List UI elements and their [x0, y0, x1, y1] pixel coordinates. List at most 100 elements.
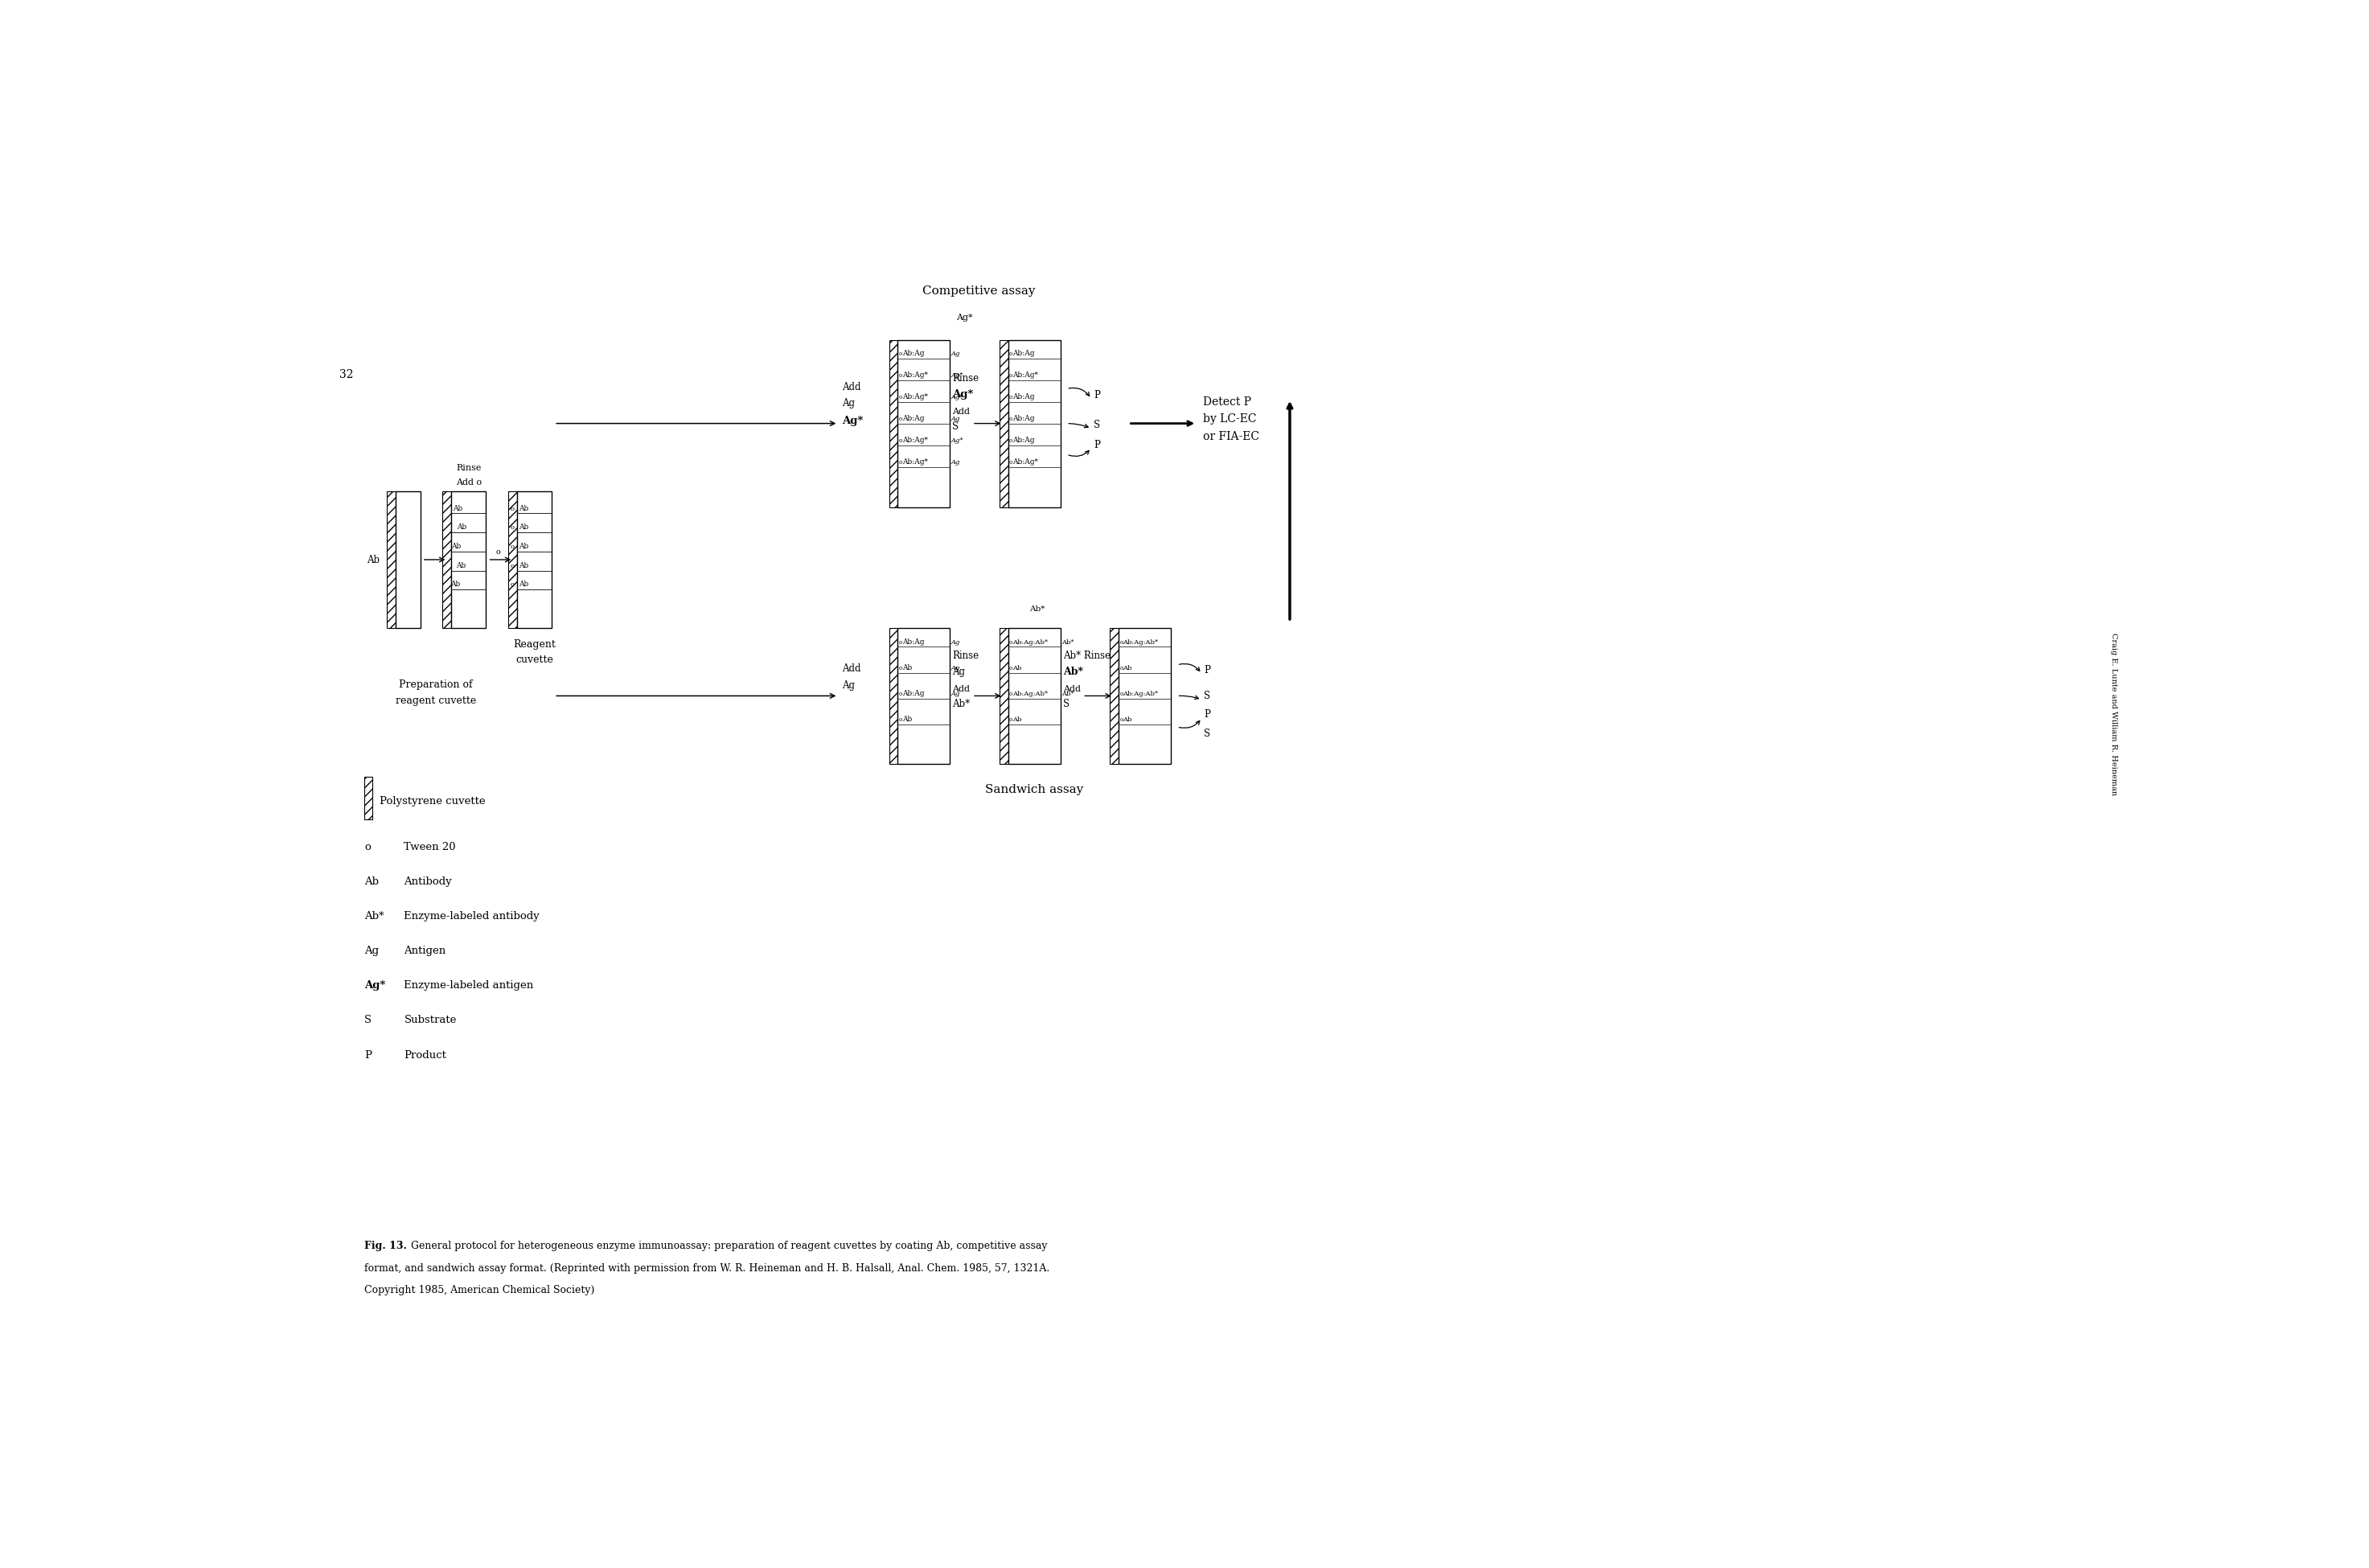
Text: Ab: Ab: [455, 561, 467, 569]
Text: Antibody: Antibody: [405, 877, 452, 887]
Bar: [898, 627, 950, 764]
Bar: [898, 340, 950, 506]
Bar: [1000, 627, 1009, 764]
Text: Ab:Ag*: Ab:Ag*: [903, 372, 929, 378]
Text: o: o: [1009, 665, 1012, 671]
Text: S: S: [1064, 699, 1068, 709]
Text: o: o: [1121, 638, 1123, 646]
Text: Ab: Ab: [519, 524, 528, 532]
Text: Ab:Ag*: Ab:Ag*: [903, 436, 929, 444]
Text: Ab:Ag: Ab:Ag: [903, 414, 924, 422]
Text: o: o: [898, 350, 903, 358]
Text: o: o: [1121, 665, 1123, 671]
Text: S: S: [1203, 729, 1211, 739]
Text: Ab: Ab: [903, 663, 912, 671]
Text: Rinse: Rinse: [455, 464, 481, 472]
Text: Ag: Ag: [950, 638, 959, 646]
Text: Ab:Ag: Ab:Ag: [1012, 436, 1035, 444]
Text: Ab: Ab: [1012, 665, 1021, 671]
Text: o: o: [898, 437, 903, 444]
Text: Ag*: Ag*: [950, 372, 964, 378]
Bar: [888, 627, 898, 764]
Text: format, and sandwich assay format. (Reprinted with permission from W. R. Heinema: format, and sandwich assay format. (Repr…: [365, 1262, 1049, 1273]
Text: P: P: [1094, 439, 1099, 450]
Text: Ab*: Ab*: [365, 911, 384, 922]
Text: Reagent: Reagent: [514, 640, 557, 651]
Text: o: o: [509, 544, 514, 550]
Text: o: o: [509, 505, 514, 511]
Text: o: o: [898, 690, 903, 698]
Bar: [1009, 340, 1061, 506]
Text: o: o: [898, 665, 903, 671]
Text: Craig E. Lunte and William R. Heineman: Craig E. Lunte and William R. Heineman: [2111, 633, 2118, 795]
Text: P: P: [1203, 710, 1211, 720]
Bar: [396, 491, 419, 627]
Text: Copyright 1985, American Chemical Society): Copyright 1985, American Chemical Societ…: [365, 1286, 595, 1295]
Text: Rinse: Rinse: [952, 373, 978, 384]
Text: 32: 32: [339, 368, 353, 379]
Text: Add: Add: [841, 663, 860, 674]
Text: Antigen: Antigen: [405, 946, 445, 956]
Text: Product: Product: [405, 1049, 448, 1060]
Text: Ab:Ag:Ab*: Ab:Ag:Ab*: [1123, 638, 1158, 646]
Text: Ab: Ab: [452, 505, 462, 511]
Text: Ab: Ab: [519, 580, 528, 588]
Text: Enzyme-labeled antibody: Enzyme-labeled antibody: [405, 911, 540, 922]
Text: Ag*: Ag*: [841, 416, 862, 426]
Text: Ab:Ag: Ab:Ag: [1012, 414, 1035, 422]
Text: Ab:Ag*: Ab:Ag*: [1012, 458, 1038, 466]
Text: o: o: [898, 638, 903, 646]
Text: o: o: [898, 394, 903, 400]
Text: S: S: [365, 1014, 372, 1025]
Text: Ab*: Ab*: [952, 699, 971, 709]
Bar: [1111, 627, 1118, 764]
Text: Ag*: Ag*: [950, 437, 964, 444]
Text: Ab: Ab: [519, 505, 528, 511]
Bar: [443, 491, 450, 627]
Text: Add: Add: [841, 383, 860, 392]
Text: P: P: [1203, 665, 1211, 676]
Text: o: o: [509, 582, 514, 588]
Text: Add: Add: [1064, 685, 1080, 693]
Bar: [365, 776, 372, 820]
Text: Ab:Ag*: Ab:Ag*: [903, 458, 929, 466]
Text: Ag*: Ag*: [365, 980, 386, 991]
Text: Fig. 13.: Fig. 13.: [365, 1240, 407, 1251]
Bar: [888, 340, 898, 506]
Text: o: o: [898, 717, 903, 723]
Text: Tween 20: Tween 20: [405, 842, 455, 851]
Text: General protocol for heterogeneous enzyme immunoassay: preparation of reagent cu: General protocol for heterogeneous enzym…: [407, 1240, 1047, 1251]
Text: o: o: [898, 372, 903, 378]
Text: Ab: Ab: [450, 580, 460, 588]
Text: Ab*: Ab*: [1061, 638, 1073, 646]
Text: Ab:Ag: Ab:Ag: [903, 690, 924, 698]
Text: S: S: [1094, 420, 1099, 430]
Text: Ab:Ag: Ab:Ag: [1012, 394, 1035, 400]
Text: Add: Add: [952, 685, 969, 693]
Bar: [516, 491, 552, 627]
Text: Ab:Ag:Ab*: Ab:Ag:Ab*: [1012, 690, 1047, 698]
Text: o: o: [1009, 690, 1012, 698]
Text: o: o: [1009, 638, 1012, 646]
Text: Ab:Ag: Ab:Ag: [903, 638, 924, 646]
Text: Substrate: Substrate: [405, 1014, 457, 1025]
Text: o: o: [1121, 717, 1123, 723]
Text: o: o: [1009, 416, 1012, 422]
Text: Ag: Ag: [365, 946, 379, 956]
Text: Ab*: Ab*: [1064, 666, 1083, 677]
Text: Ab:Ag: Ab:Ag: [903, 350, 924, 358]
Text: Ag: Ag: [950, 690, 959, 698]
Text: Ab:Ag*: Ab:Ag*: [903, 394, 929, 400]
Text: Ab:Ag: Ab:Ag: [1012, 350, 1035, 358]
Text: o: o: [1009, 394, 1012, 400]
Text: Enzyme-labeled antigen: Enzyme-labeled antigen: [405, 980, 533, 991]
Bar: [509, 491, 516, 627]
Text: Ab: Ab: [903, 715, 912, 723]
Text: Ab: Ab: [367, 555, 379, 564]
Text: o: o: [898, 459, 903, 466]
Text: o: o: [1009, 459, 1012, 466]
Bar: [1000, 340, 1009, 506]
Text: Ag: Ag: [950, 416, 959, 422]
Text: S: S: [952, 422, 959, 433]
Text: Ab: Ab: [365, 877, 379, 887]
